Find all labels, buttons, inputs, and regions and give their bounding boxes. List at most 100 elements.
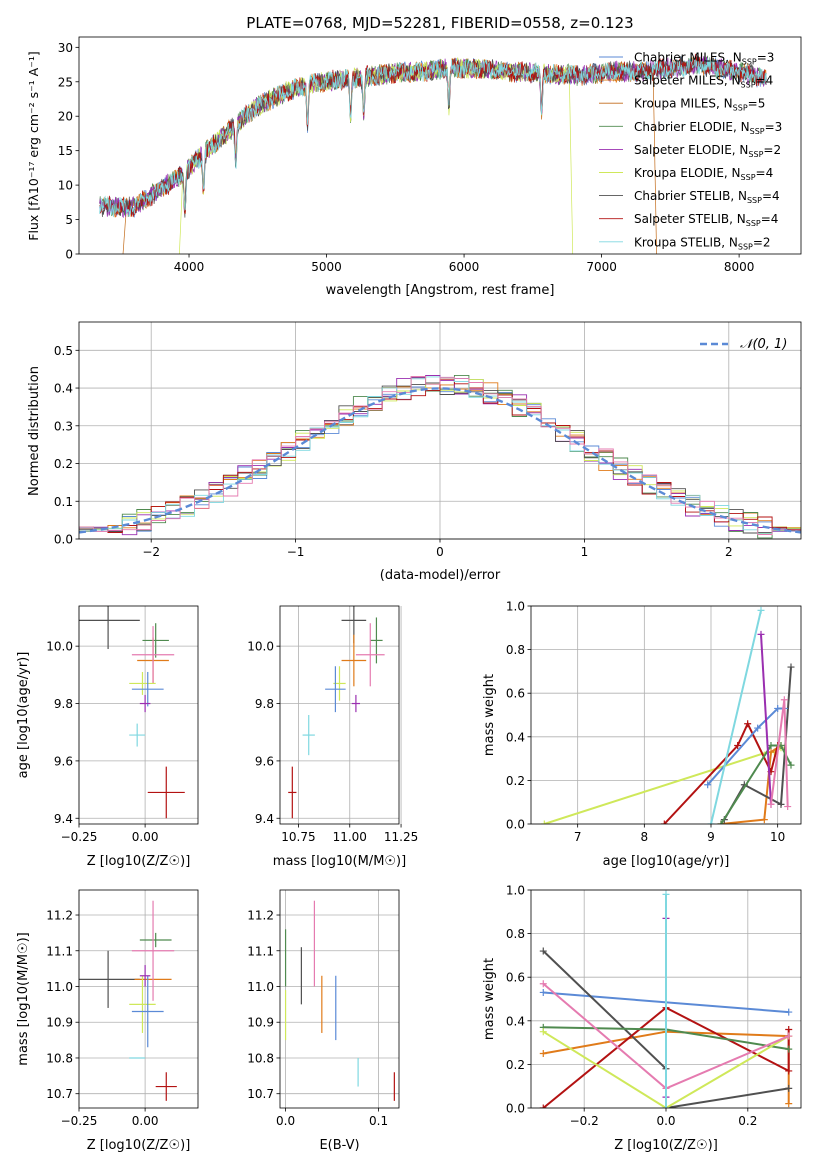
x-tick-label: −0.25 bbox=[61, 1114, 98, 1128]
errorbar-point bbox=[129, 723, 146, 747]
errorbar-point bbox=[155, 1072, 177, 1101]
x-tick-label: 0.1 bbox=[369, 1114, 388, 1128]
y-tick-label: 0.8 bbox=[506, 643, 525, 657]
y-axis-label: Flux [fλ10⁻¹⁷ erg cm⁻² s⁻¹ A⁻¹] bbox=[26, 51, 41, 240]
x-tick-label: 4000 bbox=[174, 260, 205, 274]
y-tick-label: 9.6 bbox=[255, 754, 274, 768]
x-axis-label: E(B-V) bbox=[319, 1138, 359, 1153]
x-tick-label: 0.0 bbox=[656, 1114, 675, 1128]
legend-label: Salpeter ELODIE, NSSP=2 bbox=[634, 143, 781, 159]
plus-marker bbox=[662, 1104, 670, 1108]
axes-frame bbox=[530, 605, 802, 825]
plot-area-age_vs_Z bbox=[79, 606, 185, 819]
plot-area-age_vs_mass bbox=[288, 606, 385, 819]
spectrum-series-line bbox=[99, 56, 767, 218]
axes-weight_vs_age: 7 8 9 10 0.0 0.2 0.4 0.6 0.8 1.0 bbox=[506, 600, 802, 844]
plot-area-weight_vs_age bbox=[540, 606, 795, 824]
x-axis-label: Z [log10(Z/Z☉)] bbox=[87, 854, 191, 869]
plus-marker bbox=[785, 1032, 793, 1040]
x-tick-label: 0.00 bbox=[132, 830, 159, 844]
x-tick-label: 8 bbox=[641, 830, 649, 844]
axes-age_vs_Z: −0.25 0.00 9.4 9.6 9.8 10.0 bbox=[46, 605, 199, 844]
y-tick-label: 9.4 bbox=[54, 812, 73, 826]
y-tick-label: 0.2 bbox=[506, 1058, 525, 1072]
y-axis-label: Normed distribution bbox=[27, 366, 42, 496]
plus-marker bbox=[744, 720, 752, 728]
y-tick-label: 20 bbox=[58, 110, 73, 124]
plus-marker bbox=[662, 890, 670, 898]
plus-marker bbox=[704, 781, 712, 789]
errorbar-point bbox=[129, 975, 156, 1033]
plus-marker bbox=[785, 1045, 793, 1053]
legend-label: Chabrier MILES, NSSP=3 bbox=[634, 51, 774, 67]
y-tick-label: 15 bbox=[58, 144, 73, 158]
errorbar-point bbox=[131, 671, 164, 707]
errorbar-point bbox=[147, 766, 185, 819]
weight-series-line bbox=[542, 1030, 790, 1108]
axes-mass_vs_Z: −0.25 0.00 10.7 10.8 10.9 11.0 11.1 11.2 bbox=[46, 889, 199, 1128]
plot-area-weight_vs_Z bbox=[539, 890, 793, 1108]
errorbar-point bbox=[355, 623, 385, 687]
weight-series-line bbox=[770, 699, 789, 807]
x-tick-label: 10 bbox=[770, 830, 785, 844]
plus-marker bbox=[757, 630, 765, 638]
errorbar-point bbox=[302, 715, 315, 756]
errorbar-point bbox=[79, 606, 140, 650]
y-tick-label: 0.0 bbox=[54, 533, 73, 547]
y-tick-label: 10.0 bbox=[46, 640, 73, 654]
y-tick-label: 0.4 bbox=[54, 382, 73, 396]
x-tick-label: 7 bbox=[574, 830, 582, 844]
weight-series-line bbox=[760, 634, 772, 805]
y-tick-label: 11.1 bbox=[247, 944, 274, 958]
x-tick-label: 6000 bbox=[449, 260, 480, 274]
x-tick-label: 7000 bbox=[586, 260, 617, 274]
y-tick-label: 11.2 bbox=[247, 909, 274, 923]
legend-label: Kroupa ELODIE, NSSP=4 bbox=[634, 166, 773, 182]
axes-mass_vs_ebv: 0.0 0.1 10.7 10.8 10.9 11.0 11.1 11.2 bbox=[247, 889, 400, 1128]
axes-spectrum: 4000 5000 6000 7000 8000 0 5 10 15 20 25 30 bbox=[58, 36, 802, 274]
y-tick-label: 0.3 bbox=[54, 419, 73, 433]
y-tick-label: 0.1 bbox=[54, 495, 73, 509]
y-tick-label: 1.0 bbox=[506, 600, 525, 614]
x-tick-label: 0 bbox=[436, 545, 444, 559]
axes-weight_vs_Z: −0.2 0.0 0.2 0.0 0.2 0.4 0.6 0.8 1.0 bbox=[506, 884, 802, 1128]
errorbar-point bbox=[131, 900, 175, 1001]
y-tick-label: 11.0 bbox=[247, 980, 274, 994]
errorbar-point bbox=[131, 975, 164, 1048]
histogram-series bbox=[79, 376, 801, 535]
plus-marker bbox=[774, 704, 782, 712]
y-tick-label: 0.0 bbox=[506, 1102, 525, 1116]
spectrum-series-line bbox=[179, 57, 574, 254]
plus-marker bbox=[660, 820, 668, 824]
x-tick-label: 5000 bbox=[311, 260, 342, 274]
y-tick-label: 10.9 bbox=[46, 1016, 73, 1030]
y-tick-label: 0.8 bbox=[506, 927, 525, 941]
plus-marker bbox=[785, 1008, 793, 1016]
errorbar-point bbox=[370, 617, 383, 664]
y-tick-label: 0.5 bbox=[54, 344, 73, 358]
plus-marker bbox=[785, 1067, 793, 1075]
plus-marker bbox=[539, 1028, 547, 1036]
x-tick-label: 0.00 bbox=[132, 1114, 159, 1128]
y-tick-label: 9.4 bbox=[255, 812, 274, 826]
errorbar-point bbox=[139, 694, 151, 713]
x-tick-label: −0.2 bbox=[570, 1114, 599, 1128]
errorbar-point bbox=[325, 666, 346, 713]
x-axis-label: Z [log10(Z/Z☉)] bbox=[614, 1138, 718, 1153]
plus-marker bbox=[767, 800, 775, 808]
x-tick-label: 2 bbox=[725, 545, 733, 559]
y-tick-label: 11.1 bbox=[46, 944, 73, 958]
plus-marker bbox=[777, 800, 785, 808]
legend-label: Chabrier ELODIE, NSSP=3 bbox=[634, 120, 782, 136]
y-tick-label: 1.0 bbox=[506, 884, 525, 898]
plus-marker bbox=[787, 663, 795, 671]
y-tick-label: 10.7 bbox=[247, 1087, 274, 1101]
plus-marker bbox=[717, 820, 725, 824]
y-tick-label: 9.8 bbox=[54, 697, 73, 711]
y-tick-label: 30 bbox=[58, 41, 73, 55]
x-tick-label: 0.0 bbox=[276, 1114, 295, 1128]
x-tick-label: 8000 bbox=[724, 260, 755, 274]
plus-marker bbox=[707, 820, 715, 824]
errorbar-point bbox=[79, 950, 140, 1008]
